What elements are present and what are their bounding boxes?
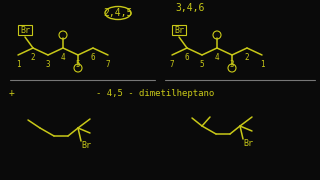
Text: 2: 2 bbox=[245, 53, 249, 62]
Text: +: + bbox=[9, 88, 15, 98]
Text: - 4,5 - dimetilheptano: - 4,5 - dimetilheptano bbox=[96, 89, 214, 98]
Text: 5: 5 bbox=[76, 60, 80, 69]
Text: 1: 1 bbox=[16, 60, 20, 69]
Text: Br: Br bbox=[20, 26, 30, 35]
Text: 1: 1 bbox=[260, 60, 264, 69]
Text: Br: Br bbox=[174, 26, 184, 35]
Text: 7: 7 bbox=[170, 60, 174, 69]
Text: 6: 6 bbox=[91, 53, 95, 62]
Text: 4: 4 bbox=[215, 53, 219, 62]
Text: 3: 3 bbox=[230, 60, 234, 69]
Text: Br: Br bbox=[243, 140, 253, 148]
Text: 3: 3 bbox=[46, 60, 50, 69]
Text: 2: 2 bbox=[31, 53, 35, 62]
Text: 5: 5 bbox=[200, 60, 204, 69]
Text: 4: 4 bbox=[61, 53, 65, 62]
Text: 2,4,5: 2,4,5 bbox=[103, 8, 133, 18]
Text: Br: Br bbox=[81, 141, 91, 150]
Text: 3,4,6: 3,4,6 bbox=[175, 3, 204, 13]
Text: 7: 7 bbox=[106, 60, 110, 69]
Text: 6: 6 bbox=[185, 53, 189, 62]
